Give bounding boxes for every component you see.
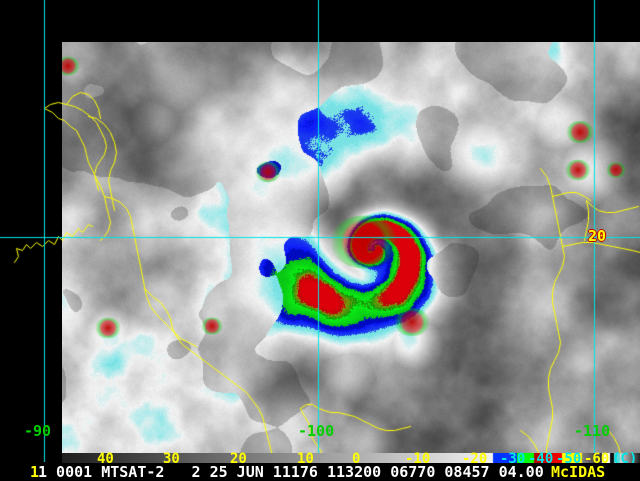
status-bar: 1 0001 MTSAT-2 2 25 JUN 11176 113200 067… xyxy=(0,463,640,480)
left-offdisk-panel xyxy=(0,0,62,462)
color-bar-tick-minus20: -20 xyxy=(462,451,488,467)
longitude-label-minus100: -100 xyxy=(298,422,335,440)
color-bar-tick-minus60: -60 xyxy=(584,451,610,467)
satellite-image-canvas[interactable] xyxy=(62,42,640,462)
temperature-color-bar[interactable] xyxy=(62,453,640,464)
color-bar-tick-minus30: -30 xyxy=(500,451,526,467)
color-bar-tick-20: 20 xyxy=(230,451,247,467)
color-bar-tick-minus10: -10 xyxy=(405,451,431,467)
color-bar-units-label: (C) xyxy=(612,451,638,467)
latitude-label-20: 20 xyxy=(588,227,607,245)
color-bar-tick-10: 10 xyxy=(297,451,314,467)
color-bar-tick-30: 30 xyxy=(163,451,180,467)
color-bar-tick-minus50: -50 xyxy=(556,451,582,467)
color-bar-tick-40: 40 xyxy=(97,451,114,467)
color-bar-gradient xyxy=(62,453,640,464)
longitude-label-minus90: -90 xyxy=(24,422,52,440)
mcidas-brand-label: McIDAS xyxy=(551,463,606,481)
ir-brightness-temperature-raster xyxy=(62,42,640,462)
color-bar-tick-minus40: -40 xyxy=(528,451,554,467)
status-text: 1 0001 MTSAT-2 2 25 JUN 11176 113200 067… xyxy=(38,463,544,481)
longitude-label-minus110: -110 xyxy=(574,422,611,440)
color-bar-tick-0: 0 xyxy=(352,451,361,467)
coastline-vector-overlay-left xyxy=(0,0,62,462)
frame-number: 1 xyxy=(30,463,40,481)
